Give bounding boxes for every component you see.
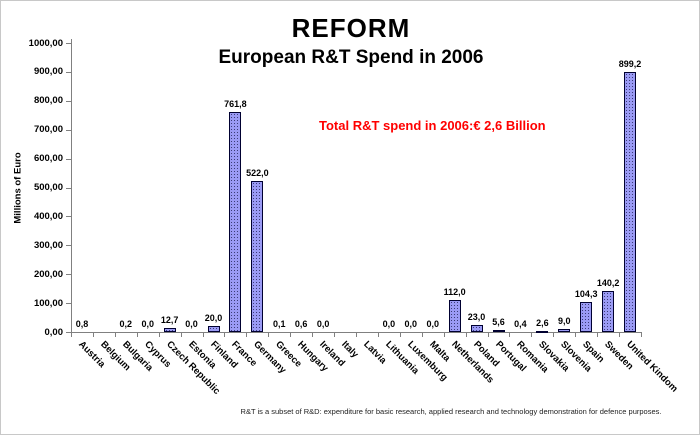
y-tick-mark: [66, 71, 71, 73]
x-tick-mark: [290, 333, 292, 337]
bar-value-label: 9,0: [558, 316, 571, 326]
bar-value-label: 20,0: [204, 313, 223, 323]
y-tick-label: 300,00: [33, 239, 63, 251]
y-tick-mark: [66, 216, 71, 218]
x-tick-mark: [443, 333, 445, 337]
x-tick-mark: [509, 333, 511, 337]
x-tick-mark: [575, 333, 577, 337]
x-tick-mark: [202, 333, 204, 337]
y-tick-mark: [66, 43, 71, 44]
x-tick-mark: [92, 333, 94, 337]
x-tick-mark: [268, 333, 270, 337]
y-tick-label: 400,00: [33, 210, 63, 222]
x-tick-mark: [421, 333, 423, 337]
bar-value-label: 0,2: [119, 319, 133, 329]
x-tick-mark: [246, 333, 248, 337]
bar-value-label: 2,6: [536, 318, 549, 328]
bar-value-label: 112,0: [443, 287, 466, 297]
bar-value-label: 0,0: [404, 319, 418, 329]
y-tick-mark: [66, 303, 71, 305]
bar: [558, 329, 571, 332]
bar-value-label: 761,8: [224, 99, 247, 109]
bar: [251, 181, 264, 332]
bar-value-label: 104,3: [574, 289, 598, 299]
bar-value-label: 899,2: [618, 59, 642, 69]
x-tick-mark: [114, 333, 116, 337]
y-tick-label: 700,00: [33, 124, 63, 136]
y-tick-label: 500,00: [33, 182, 63, 193]
y-tick-mark: [66, 274, 71, 276]
y-axis-line: [71, 39, 72, 333]
bar-value-label: 0,0: [185, 319, 198, 329]
y-tick-label: 100,00: [33, 297, 63, 309]
footnote: R&T is a subset of R&D: expenditure for …: [240, 407, 662, 416]
bar-value-label: 0,0: [382, 319, 396, 329]
x-tick-mark: [487, 333, 489, 337]
y-tick-label: 600,00: [33, 153, 63, 165]
bar: [229, 112, 242, 332]
chart-title: REFORM: [291, 13, 411, 43]
y-tick-label: 200,00: [33, 268, 63, 280]
bar: [448, 300, 461, 332]
x-axis-line: [71, 332, 642, 333]
y-tick-label: 900,00: [33, 66, 63, 78]
y-tick-label: 800,00: [33, 95, 63, 107]
y-tick-mark: [66, 100, 71, 102]
bar-value-label: 0,1: [273, 319, 286, 329]
x-tick-mark: [356, 333, 357, 337]
total-spend-annotation: Total R&T spend in 2006:€ 2,6 Billion: [319, 118, 546, 133]
x-tick-mark: [377, 333, 379, 337]
y-tick-mark: [66, 129, 71, 131]
y-tick-mark: [66, 332, 71, 333]
x-tick-mark: [224, 333, 226, 337]
x-category-label: Latvia: [361, 339, 389, 367]
bar-value-label: 522,0: [246, 168, 269, 178]
bar-value-label: 0,0: [141, 319, 154, 329]
x-tick-mark: [641, 333, 642, 337]
x-tick-mark: [531, 333, 533, 337]
bar: [624, 72, 637, 332]
chart-subtitle: European R&T Spend in 2006: [218, 47, 484, 68]
x-tick-mark: [553, 333, 555, 337]
bar-value-label: 0,0: [316, 319, 330, 329]
bar-value-label: 5,6: [492, 317, 505, 327]
y-tick-mark: [66, 158, 71, 160]
bar: [492, 330, 505, 332]
bar-value-label: 23,0: [467, 312, 486, 322]
bar: [536, 331, 549, 333]
bar: [207, 326, 220, 332]
bar: [580, 302, 593, 332]
x-tick-mark: [71, 333, 72, 337]
x-tick-mark: [619, 333, 621, 337]
x-tick-mark: [399, 333, 401, 337]
bar: [602, 291, 615, 332]
y-tick-mark: [66, 245, 71, 247]
bar-value-label: 140,2: [596, 278, 620, 288]
x-tick-mark: [597, 333, 599, 337]
bar-value-label: 12,7: [160, 315, 179, 325]
bar: [163, 328, 176, 332]
y-tick-label: 0,00: [44, 326, 64, 338]
x-tick-mark: [465, 333, 467, 337]
bar-value-label: 0,4: [514, 319, 527, 329]
x-tick-mark: [312, 333, 314, 337]
bar-value-label: 0,0: [426, 319, 439, 329]
bar-value-label: 0,8: [75, 319, 89, 329]
bar: [470, 325, 483, 332]
y-tick-label: 1000,00: [28, 37, 63, 49]
x-tick-mark: [180, 333, 182, 337]
x-tick-mark: [158, 333, 160, 337]
bar-value-label: 0,6: [294, 319, 308, 329]
x-tick-mark: [334, 333, 336, 337]
x-tick-mark: [136, 333, 138, 337]
y-tick-mark: [66, 187, 71, 189]
